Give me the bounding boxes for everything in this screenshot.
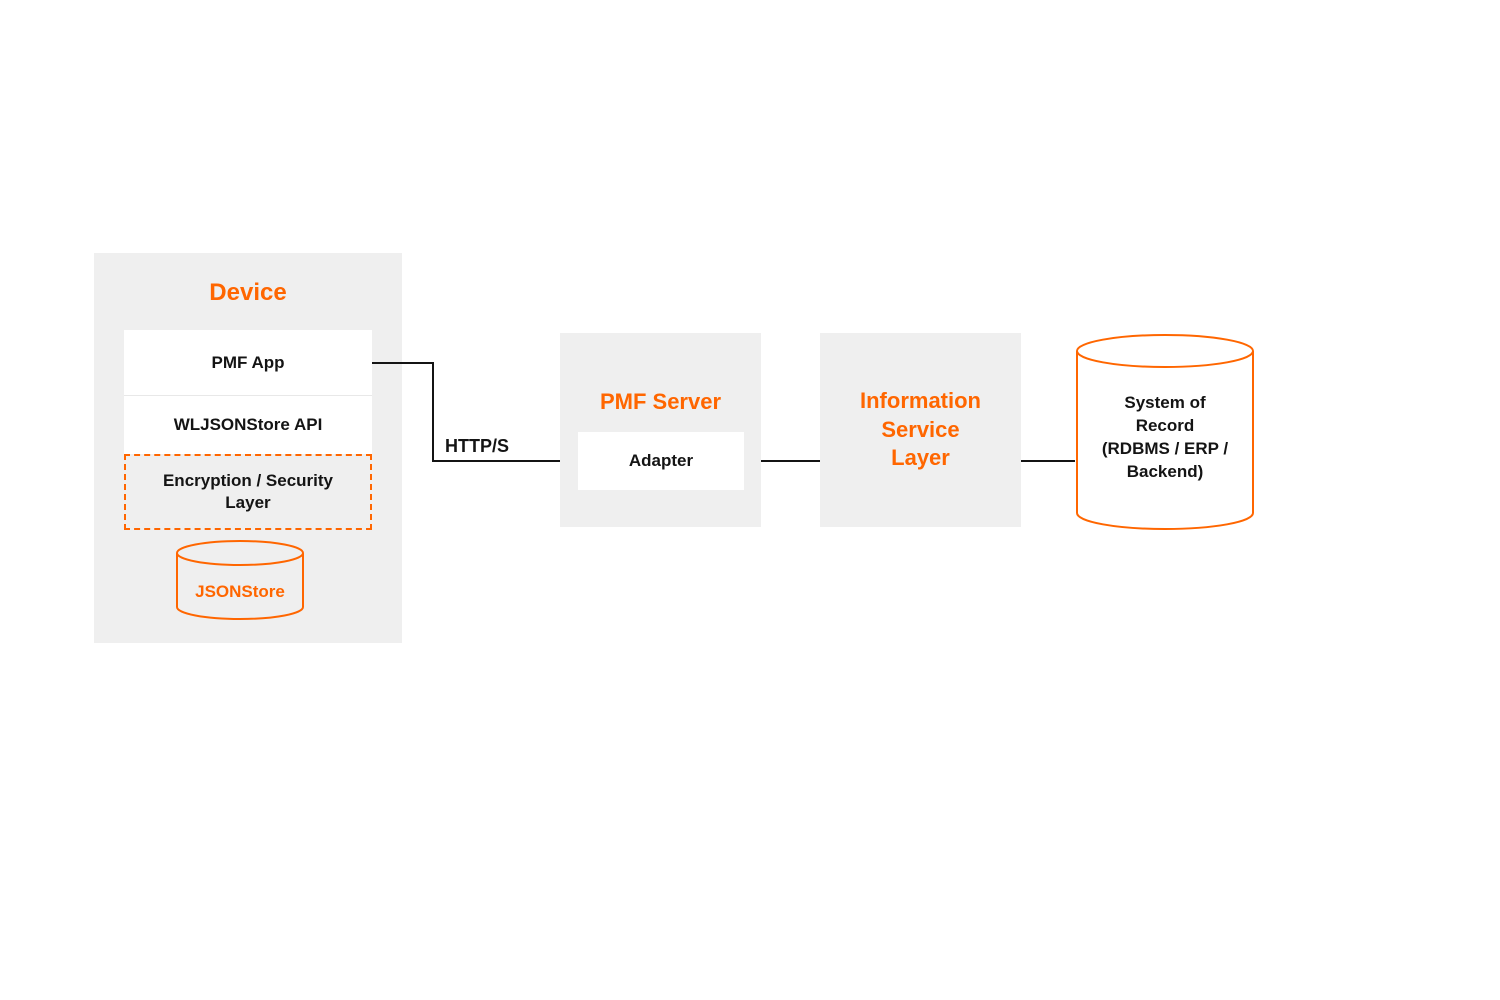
- jsonstore-cylinder-icon: [175, 541, 305, 619]
- edge-info-to-sor: [1021, 460, 1075, 462]
- pmf-app-row: PMF App: [124, 330, 372, 396]
- pmf-server-title: PMF Server: [600, 389, 721, 415]
- adapter-box: Adapter: [578, 432, 744, 490]
- jsonstore-label: JSONStore: [175, 582, 305, 602]
- sor-label: System of Record (RDBMS / ERP / Backend): [1075, 392, 1255, 484]
- info-service-layer-title: Information Service Layer: [860, 387, 981, 473]
- device-inner-stack: PMF App WLJSONStore API Encryption / Sec…: [124, 330, 372, 530]
- edge-server-to-info: [761, 460, 820, 462]
- encryption-layer-row: Encryption / Security Layer: [124, 454, 372, 530]
- edge-device-to-server-h2: [432, 460, 560, 462]
- architecture-diagram: Device PMF App WLJSONStore API Encryptio…: [0, 0, 1500, 1000]
- info-service-layer-panel: Information Service Layer: [820, 333, 1021, 527]
- edge-device-to-server-h1: [372, 362, 434, 364]
- edge-http-label: HTTP/S: [445, 436, 509, 457]
- edge-device-to-server-v: [432, 362, 434, 460]
- pmf-server-panel: PMF Server: [560, 333, 761, 527]
- wljsonstore-api-row: WLJSONStore API: [124, 396, 372, 454]
- device-title: Device: [209, 279, 286, 307]
